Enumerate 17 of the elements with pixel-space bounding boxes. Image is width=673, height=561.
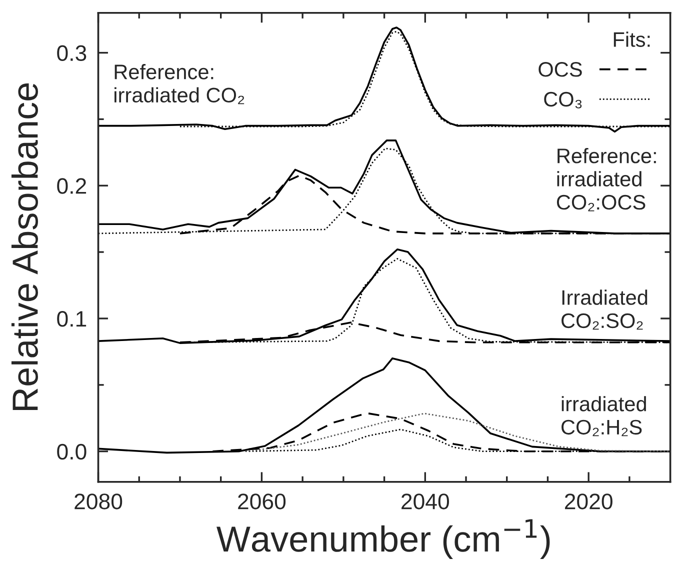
y-tick-label: 0.0 [57, 444, 86, 460]
y-axis-title: Relative Absorbance [11, 83, 38, 410]
legend-title: Fits: [614, 32, 650, 47]
y-tick-label: 0.2 [57, 178, 86, 194]
x-tick-label: 2020 [564, 494, 612, 510]
x-tick-label: 2040 [402, 494, 449, 510]
annotation: irradiated CO₂:H₂S [562, 396, 646, 436]
legend-label: CO₃ [544, 92, 582, 108]
y-tick-label: 0.1 [57, 311, 86, 327]
x-tick-label: 2080 [74, 494, 122, 510]
annotation: Reference: irradiated CO₂:OCS [556, 148, 656, 212]
annotation: Reference: irradiated CO₂ [114, 64, 244, 104]
legend-label: OCS [538, 62, 582, 77]
x-axis-title: Wavenumber (cm$^{−1}$) [216, 519, 550, 560]
x-tick-label: 2060 [238, 494, 286, 510]
annotation: Irradiated CO₂:SO₂ [562, 290, 648, 330]
y-tick-label: 0.3 [57, 45, 86, 62]
